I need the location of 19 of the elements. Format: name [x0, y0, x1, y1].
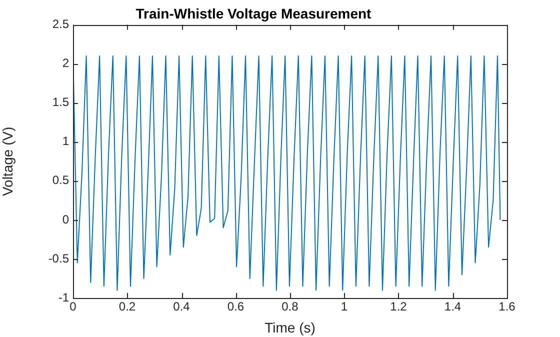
y-tick-label: -0.5 [48, 251, 70, 266]
x-tick-label: 1 [340, 300, 348, 314]
x-tick-label: 0.4 [173, 300, 190, 314]
y-tick-label: 1.5 [52, 95, 70, 110]
y-tick-label: 2.5 [52, 17, 70, 32]
chart-title: Train-Whistle Voltage Measurement [136, 5, 372, 22]
y-tick-label: 2 [62, 56, 70, 70]
y-tick-label: 1 [62, 134, 70, 148]
x-tick-label: 0.8 [282, 300, 299, 314]
y-tick-label: -1 [58, 290, 70, 304]
x-axis-title: Time (s) [264, 319, 316, 336]
y-tick-label: 0.5 [52, 173, 70, 188]
x-tick-label: 0.2 [118, 300, 136, 314]
x-tick-label: 1.6 [498, 300, 516, 314]
x-tick-label: 1.2 [390, 300, 408, 314]
y-axis-title: Voltage (V) [0, 126, 16, 196]
y-tick-label: 0 [62, 212, 70, 226]
x-tick-label: 1.4 [444, 300, 462, 314]
x-tick-label: 0.6 [227, 300, 244, 314]
